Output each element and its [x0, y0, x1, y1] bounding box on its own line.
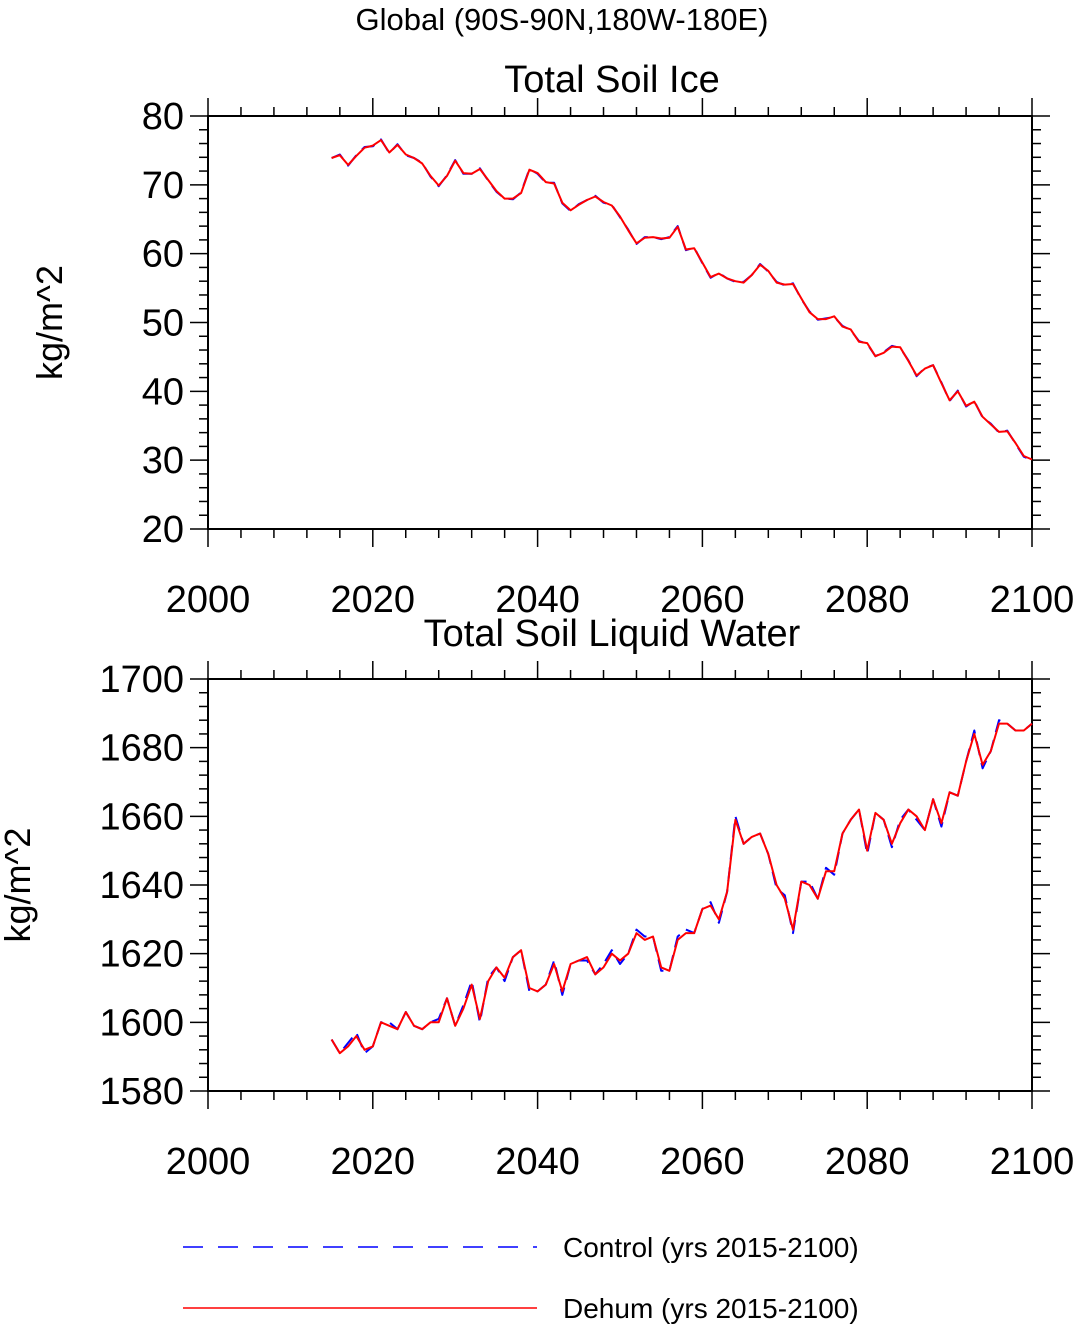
x-tick-label: 2020 [331, 1141, 416, 1183]
y-tick-label: 1660 [99, 796, 184, 838]
y-axis-label: kg/m^2 [0, 828, 38, 943]
x-tick-label: 2080 [825, 1141, 910, 1183]
legend-label-control: Control (yrs 2015-2100) [563, 1232, 859, 1263]
x-tick-label: 2100 [990, 1141, 1075, 1183]
plot-frame [207, 115, 1033, 530]
y-tick-label: 50 [142, 303, 184, 345]
x-tick-label: 2060 [660, 1141, 745, 1183]
x-tick-label: 2060 [660, 579, 745, 621]
page-title: Global (90S-90N,180W-180E) [356, 2, 769, 37]
x-tick-label: 2000 [166, 1141, 251, 1183]
series-line-control [331, 138, 1033, 462]
y-tick-label: 80 [142, 96, 184, 138]
y-tick-label: 20 [142, 509, 184, 551]
x-tick-label: 2040 [495, 579, 580, 621]
x-tick-label: 2000 [166, 579, 251, 621]
x-tick-label: 2040 [495, 1141, 580, 1183]
chart-title: Total Soil Ice [504, 59, 719, 101]
y-axis-label: kg/m^2 [29, 265, 70, 380]
y-tick-label: 1620 [99, 934, 184, 976]
legend-label-dehum: Dehum (yrs 2015-2100) [563, 1293, 859, 1324]
y-tick-label: 1600 [99, 1002, 184, 1044]
x-tick-label: 2080 [825, 579, 910, 621]
legend: Control (yrs 2015-2100) Dehum (yrs 2015-… [183, 1232, 859, 1324]
y-tick-label: 30 [142, 440, 184, 482]
plot-frame [207, 678, 1033, 1092]
series-line-dehum [331, 139, 1033, 461]
series-line-dehum [330, 722, 1033, 1055]
x-tick-label: 2020 [331, 579, 416, 621]
y-tick-label: 1580 [99, 1071, 184, 1113]
y-tick-label: 70 [142, 165, 184, 207]
y-tick-label: 1700 [99, 659, 184, 701]
chart-panel-2: Total Soil Liquid Water kg/m^2 2000 2020 204… [0, 613, 1074, 1183]
y-tick-label: 60 [142, 234, 184, 276]
y-tick-label: 40 [142, 371, 184, 413]
y-tick-label: 1640 [99, 865, 184, 907]
series-line-control [330, 719, 1033, 1055]
x-tick-label: 2100 [990, 579, 1075, 621]
y-tick-label: 1680 [99, 728, 184, 770]
chart-title: Total Soil Liquid Water [424, 613, 801, 655]
